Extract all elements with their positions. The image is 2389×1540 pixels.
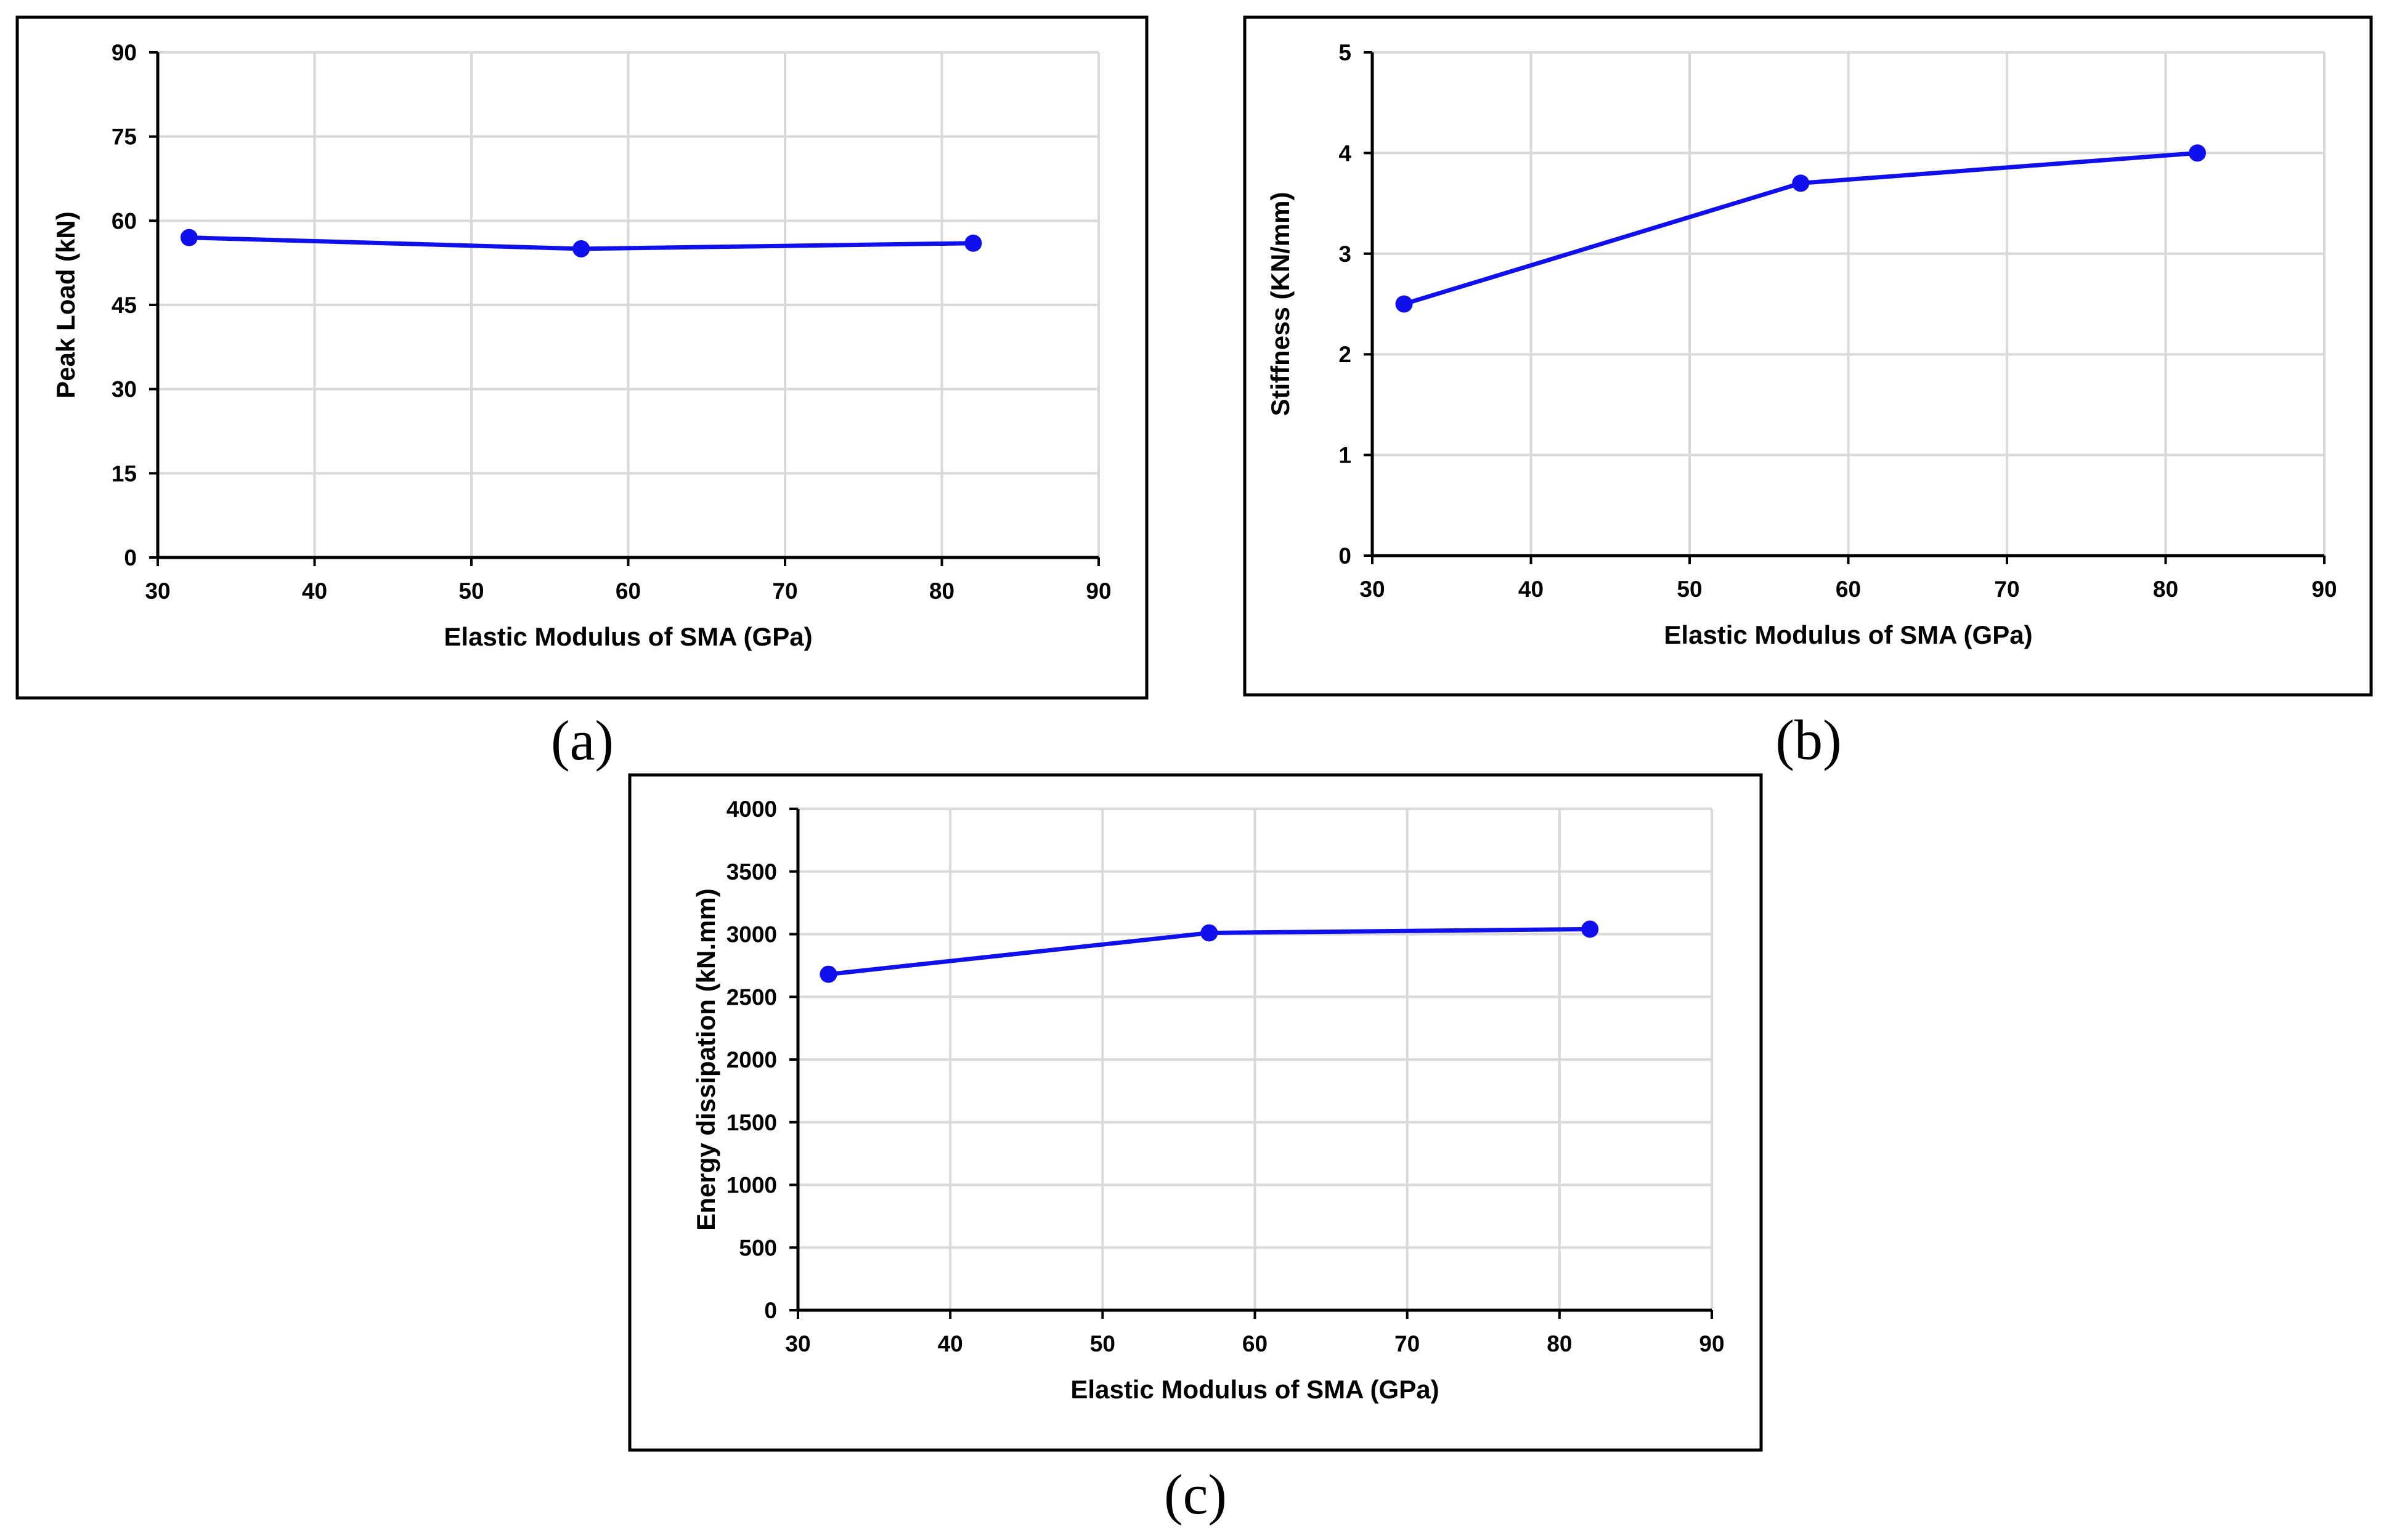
y-tick-label: 60 (112, 208, 137, 233)
x-tick-label: 70 (1994, 577, 2019, 602)
x-tick-label: 70 (772, 578, 797, 604)
y-tick-label: 0 (764, 1298, 777, 1323)
data-point (1581, 920, 1599, 938)
y-tick-label: 45 (112, 293, 137, 318)
y-tick-label: 15 (112, 461, 137, 486)
y-tick-label: 3500 (726, 859, 777, 885)
x-tick-label: 50 (1677, 577, 1702, 602)
x-tick-label: 60 (1242, 1331, 1268, 1356)
x-tick-label: 70 (1394, 1331, 1420, 1356)
data-point (820, 965, 837, 983)
y-tick-label: 3000 (726, 922, 777, 947)
y-tick-label: 5 (1338, 40, 1351, 65)
x-tick-label: 30 (1359, 577, 1385, 602)
chart-c: 0 500 1000 1500 2000 2500 3000 3500 4000 30 40 50 60… (691, 796, 1725, 1404)
data-point (2189, 144, 2206, 162)
chart-b: 0 1 2 3 4 5 30 40 50 60 70 80 90 Elastic Modulus of S… (1266, 40, 2337, 649)
x-tick-label: 80 (2153, 577, 2178, 602)
y-axis-title: Energy dissipation (kN.mm) (691, 888, 720, 1230)
panel-c-frame (628, 773, 1763, 1452)
x-tick-label: 50 (1090, 1331, 1115, 1356)
y-tick-label: 4000 (726, 796, 777, 822)
y-tick-label: 75 (112, 124, 137, 150)
x-axis-title: Elastic Modulus of SMA (GPa) (1070, 1375, 1439, 1404)
data-point (572, 240, 590, 257)
x-tick-label: 90 (2311, 577, 2337, 602)
y-tick-label: 1000 (726, 1173, 777, 1198)
chart-a: 0 15 30 45 60 75 90 30 40 50 60 70 80 90 Elastic Modul… (51, 40, 1112, 651)
x-axis-title: Elastic Modulus of SMA (GPa) (1664, 620, 2032, 649)
x-tick-label: 60 (616, 578, 641, 604)
y-tick-label: 0 (124, 545, 137, 570)
y-tick-label: 90 (112, 40, 137, 65)
panel-b-frame (1243, 15, 2373, 697)
data-point (180, 229, 198, 246)
data-point (1395, 295, 1413, 313)
x-tick-label: 60 (1836, 577, 1861, 602)
x-tick-label: 40 (938, 1331, 963, 1356)
x-tick-label: 40 (1518, 577, 1544, 602)
y-tick-label: 1500 (726, 1110, 777, 1135)
y-tick-label: 3 (1338, 241, 1351, 267)
panel-b-caption: (b) (1775, 708, 1841, 771)
x-tick-label: 30 (785, 1331, 810, 1356)
panel-c-caption: (c) (1164, 1463, 1227, 1526)
panel-a-caption: (a) (551, 709, 614, 772)
x-tick-label: 50 (458, 578, 484, 604)
x-tick-label: 90 (1699, 1331, 1724, 1356)
data-point (964, 234, 982, 252)
y-tick-label: 1 (1338, 443, 1351, 468)
panel-a-frame (15, 15, 1149, 700)
y-axis-title: Stiffness (KN/mm) (1266, 192, 1295, 416)
y-tick-label: 2 (1338, 342, 1351, 367)
y-axis-title: Peak Load (kN) (51, 211, 80, 398)
y-tick-label: 2500 (726, 984, 777, 1010)
y-tick-label: 500 (739, 1235, 777, 1260)
y-tick-label: 2000 (726, 1047, 777, 1072)
x-tick-label: 80 (929, 578, 954, 604)
data-point (1200, 924, 1218, 942)
x-axis-title: Elastic Modulus of SMA (GPa) (444, 622, 812, 651)
data-point (1792, 174, 1810, 192)
y-tick-label: 0 (1338, 543, 1351, 569)
x-tick-label: 40 (302, 578, 327, 604)
x-tick-label: 90 (1086, 578, 1111, 604)
y-tick-label: 4 (1338, 140, 1351, 166)
y-tick-label: 30 (112, 377, 137, 402)
x-tick-label: 30 (145, 578, 170, 604)
x-tick-label: 80 (1547, 1331, 1572, 1356)
